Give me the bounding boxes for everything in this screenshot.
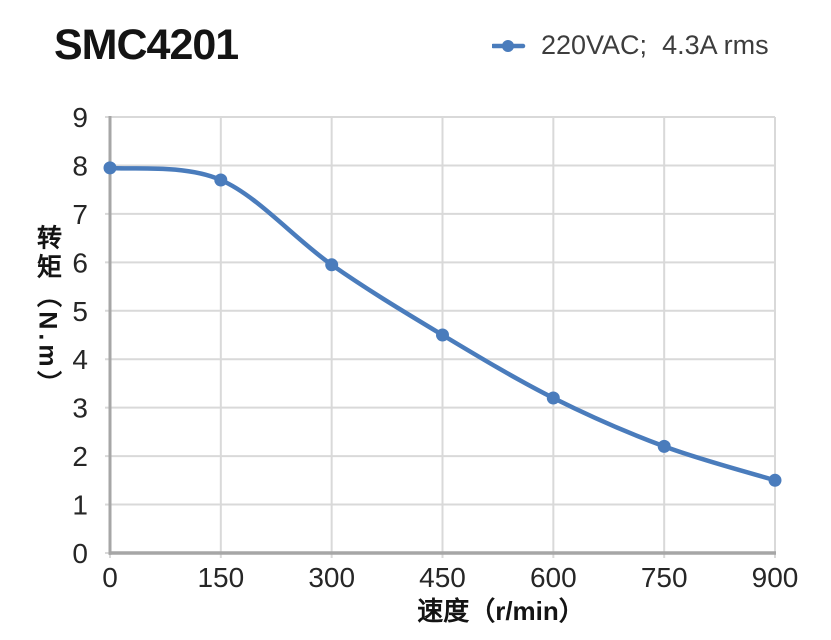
y-tick-label: 1 (72, 490, 88, 521)
x-tick-label: 450 (419, 562, 466, 593)
data-point-marker (657, 439, 671, 453)
data-point-marker (214, 173, 228, 187)
x-tick-label: 150 (197, 562, 244, 593)
y-tick-label: 7 (72, 199, 88, 230)
data-point-marker (325, 258, 339, 272)
y-tick-label: 0 (72, 538, 88, 569)
data-point-marker (103, 161, 117, 175)
data-point-marker (546, 391, 560, 405)
data-point-marker (768, 473, 782, 487)
y-tick-label: 4 (72, 344, 88, 375)
y-tick-label: 5 (72, 296, 88, 327)
y-tick-label: 8 (72, 150, 88, 181)
data-point-marker (436, 328, 449, 342)
x-tick-label: 600 (530, 562, 577, 593)
y-axis-title: 转矩（N.m） (33, 224, 62, 400)
y-tick-label: 6 (72, 247, 88, 278)
legend-line-marker-icon (492, 39, 526, 52)
x-tick-label: 300 (308, 562, 355, 593)
x-tick-label: 900 (752, 562, 799, 593)
y-tick-label: 3 (72, 393, 88, 424)
legend: 220VAC; 4.3A rms (492, 30, 769, 61)
y-tick-label: 2 (72, 441, 88, 472)
legend-label: 220VAC; 4.3A rms (541, 30, 769, 60)
x-tick-label: 0 (102, 562, 118, 593)
y-tick-label: 9 (72, 102, 88, 133)
page-title: SMC4201 (54, 21, 239, 69)
x-tick-label: 750 (641, 562, 688, 593)
x-axis-title: 速度（r/min） (417, 596, 585, 626)
